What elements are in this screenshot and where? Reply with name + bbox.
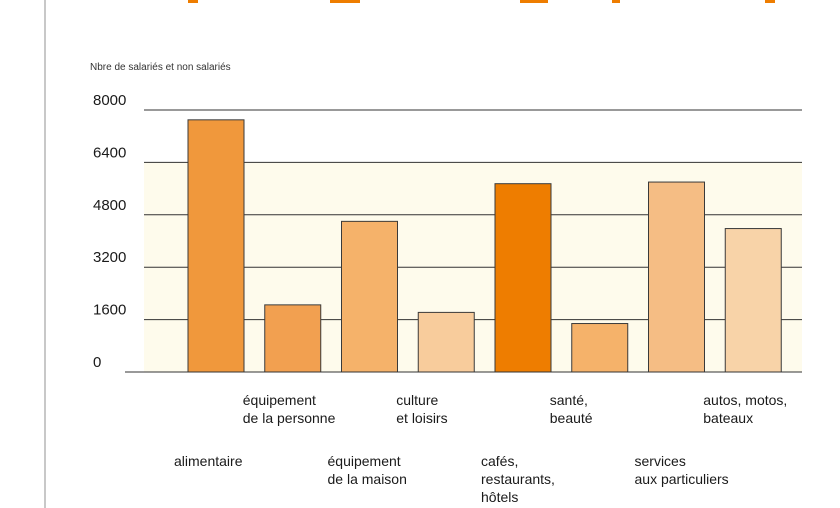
title-fragment [765, 0, 775, 3]
category-label-1: équipement [243, 392, 316, 408]
category-label-5: santé, [550, 392, 588, 408]
bar-1 [264, 304, 322, 373]
bar-6 [648, 181, 705, 373]
bar-7 [724, 228, 782, 373]
y-tick-1600: 1600 [93, 302, 126, 319]
category-label-5: beauté [550, 410, 593, 426]
bar-4 [494, 183, 552, 373]
category-label-7: bateaux [703, 410, 753, 426]
bars [187, 119, 782, 373]
category-label-3: et loisirs [396, 410, 447, 426]
category-label-4: hôtels [481, 489, 518, 505]
bar-5 [571, 323, 629, 373]
y-tick-4800: 4800 [93, 197, 126, 214]
bar-2 [341, 220, 398, 373]
title-fragment [188, 0, 198, 3]
y-tick-0: 0 [93, 354, 101, 371]
category-label-6: services [635, 453, 686, 469]
title-fragment [612, 0, 620, 3]
y-axis-label: Nbre de salariés et non salariés [90, 62, 231, 73]
category-label-4: restaurants, [481, 471, 555, 487]
category-label-1: de la personne [243, 410, 336, 426]
category-label-4: cafés, [481, 453, 518, 469]
y-tick-3200: 3200 [93, 249, 126, 266]
category-label-3: culture [396, 392, 438, 408]
category-label-7: autos, motos, [703, 392, 787, 408]
y-tick-8000: 8000 [93, 92, 126, 109]
category-label-6: aux particuliers [635, 471, 729, 487]
category-label-2: équipement [328, 453, 401, 469]
category-label-0: alimentaire [174, 453, 243, 469]
category-labels: alimentaire équipement de la personne équip… [174, 392, 787, 505]
y-tick-6400: 6400 [93, 144, 126, 161]
category-label-2: de la maison [328, 471, 407, 487]
y-tick-labels: 0 1600 3200 4800 6400 8000 [93, 92, 126, 371]
title-fragment [330, 0, 360, 3]
title-fragment [520, 0, 548, 3]
bar-0 [187, 119, 245, 373]
bar-3 [417, 311, 475, 373]
